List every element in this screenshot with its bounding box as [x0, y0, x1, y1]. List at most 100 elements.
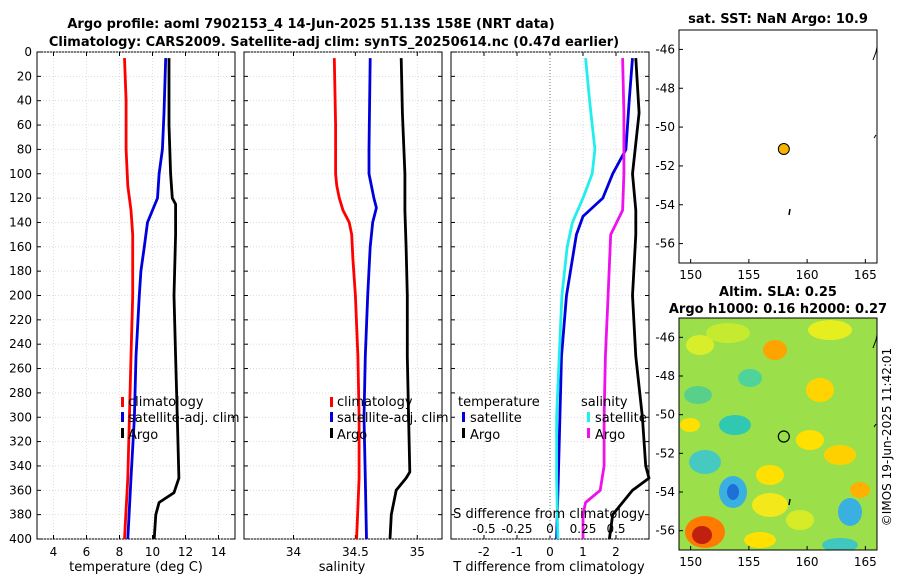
temperature-tick-labels: 4 6 8 10 12 14: [50, 545, 226, 559]
x-tick-label: 8: [116, 545, 124, 559]
salinity-panel: 34 34.5 35 salinity climatology satellite-…: [243, 51, 449, 575]
series-line-t-satellite: [555, 57, 634, 540]
sla-anomaly-patch: [824, 445, 856, 465]
s-diff-tick-label: 0.5: [606, 522, 625, 536]
legend-swatch-climatology: [330, 397, 333, 407]
depth-tick-label: 140: [9, 215, 32, 229]
argo-float-marker: [777, 430, 790, 443]
legend-swatch-argo: [121, 428, 124, 438]
sla-map-panel: Altim. SLA: 0.25 Argo h1000: 0.16 h2000:…: [655, 285, 887, 569]
legend-label-climatology: climatology: [337, 395, 413, 410]
sla-anomaly-patch: [680, 418, 700, 432]
sla-map-title-line2: Argo h1000: 0.16 h2000: 0.27: [669, 302, 887, 317]
legend-label-satellite: satellite-adj. clim: [337, 411, 449, 426]
sla-anomaly-patch: [706, 323, 750, 343]
depth-tick-label: 120: [9, 191, 32, 205]
salinity-xlabel: salinity: [319, 560, 366, 575]
series-line-argo: [388, 58, 412, 540]
map-lon-tick-label: 160: [796, 268, 819, 282]
map-lat-tick-label: -50: [655, 408, 675, 422]
series-line-satellite-adj-clim: [126, 58, 168, 540]
sla-anomaly-patch: [727, 484, 739, 500]
legend-label-t-argo: Argo: [470, 428, 500, 443]
sla-anomaly-patch: [756, 465, 784, 485]
map-lat-tick-label: -48: [655, 369, 675, 383]
depth-tick-label: 340: [9, 459, 32, 473]
series-line-satellite-adj-clim: [362, 58, 378, 540]
x-tick-label: 35: [410, 545, 425, 559]
salinity-difference-legend: salinity satellite Argo: [581, 395, 647, 443]
series-line-climatology: [332, 58, 361, 540]
depth-tick-label: 20: [17, 69, 32, 83]
depth-tick-label: 280: [9, 386, 32, 400]
sla-map-ticks: 150 155 160 165 -46 -48 -50 -52 -54 -56: [655, 330, 876, 569]
salinity-series: [332, 58, 412, 540]
sla-anomaly-patch: [686, 335, 714, 355]
depth-tick-label: 180: [9, 264, 32, 278]
depth-tick-label: 360: [9, 483, 32, 497]
sla-anomaly-patch: [692, 526, 712, 544]
depth-tick-label: 240: [9, 337, 32, 351]
map-lat-tick-label: -56: [655, 524, 675, 538]
legend-swatch-satellite: [121, 412, 124, 422]
coastline-fragment: [788, 208, 791, 216]
legend-swatch-t-argo: [462, 428, 465, 438]
s-diff-tick-label: 0: [546, 522, 554, 536]
map-lon-tick-label: 165: [854, 555, 877, 569]
legend-swatch-t-satellite: [462, 412, 465, 422]
depth-tick-label: 200: [9, 289, 32, 303]
sst-map-frame: [678, 29, 878, 264]
sla-anomaly-patch: [719, 415, 751, 435]
sla-anomaly-patch: [763, 340, 787, 360]
map-lon-tick-label: 160: [796, 555, 819, 569]
sla-anomaly-patch: [806, 378, 834, 402]
s-diff-tick-label: 0.25: [570, 522, 597, 536]
series-line-s-argo: [581, 58, 626, 539]
series-line-climatology: [123, 58, 135, 540]
sla-anomaly-patch: [752, 493, 788, 517]
coastline-fragment: [873, 134, 877, 139]
sla-anomaly-patch: [786, 510, 814, 530]
sla-anomaly-patch: [684, 386, 712, 404]
depth-tick-label: 220: [9, 313, 32, 327]
sst-map-panel: sat. SST: NaN Argo: 10.9 150 155 160 165 -46…: [655, 12, 878, 282]
map-lon-tick-label: 165: [854, 268, 877, 282]
argo-float-marker: [777, 143, 790, 156]
coastline-fragment: [873, 423, 877, 428]
depth-tick-label: 160: [9, 240, 32, 254]
sst-map-ticks: 150 155 160 165 -46 -48 -50 -52 -54 -56: [655, 42, 876, 282]
x-tick-label: 2: [612, 545, 620, 559]
legend-label-satellite: satellite-adj. clim: [128, 411, 240, 426]
legend-label-argo: Argo: [337, 428, 367, 443]
temperature-series: [123, 58, 181, 540]
map-lat-tick-label: -54: [655, 485, 675, 499]
series-line-t-argo: [608, 58, 651, 540]
s-difference-label: S difference from climatology: [453, 507, 645, 522]
sla-heatmap: [679, 318, 877, 550]
x-tick-label: 1: [579, 545, 587, 559]
sla-map-title-line1: Altim. SLA: 0.25: [719, 285, 837, 300]
series-line-s-satellite: [555, 57, 597, 540]
x-tick-label: 0: [546, 545, 554, 559]
depth-tick-label: 260: [9, 362, 32, 376]
temperature-panel: 0 20 40 60 80 100 120 140 160 180 200 220 240 260 280 3…: [9, 45, 240, 575]
x-tick-label: 12: [178, 545, 193, 559]
map-lat-tick-label: -54: [655, 198, 675, 212]
coastline-fragment: [788, 498, 791, 506]
depth-tick-label: 80: [17, 142, 32, 156]
legend-label-climatology: climatology: [128, 395, 204, 410]
s-difference-tick-labels: -0.5 -0.25 0 0.25 0.5: [472, 522, 625, 536]
x-tick-label: 6: [83, 545, 91, 559]
sla-anomaly-patch: [850, 482, 870, 498]
map-lat-tick-label: -56: [655, 237, 675, 251]
sst-map-title: sat. SST: NaN Argo: 10.9: [688, 12, 868, 27]
t-difference-tick-labels: -2 -1 0 1 2: [478, 545, 620, 559]
map-lon-tick-label: 155: [737, 268, 760, 282]
s-diff-tick-label: -0.5: [472, 522, 495, 536]
map-lon-tick-label: 150: [679, 555, 702, 569]
sla-anomaly-patch: [689, 450, 721, 474]
legend-label-t-satellite: satellite: [470, 411, 522, 426]
difference-series: [555, 57, 651, 540]
sla-anomaly-patch: [738, 369, 762, 387]
